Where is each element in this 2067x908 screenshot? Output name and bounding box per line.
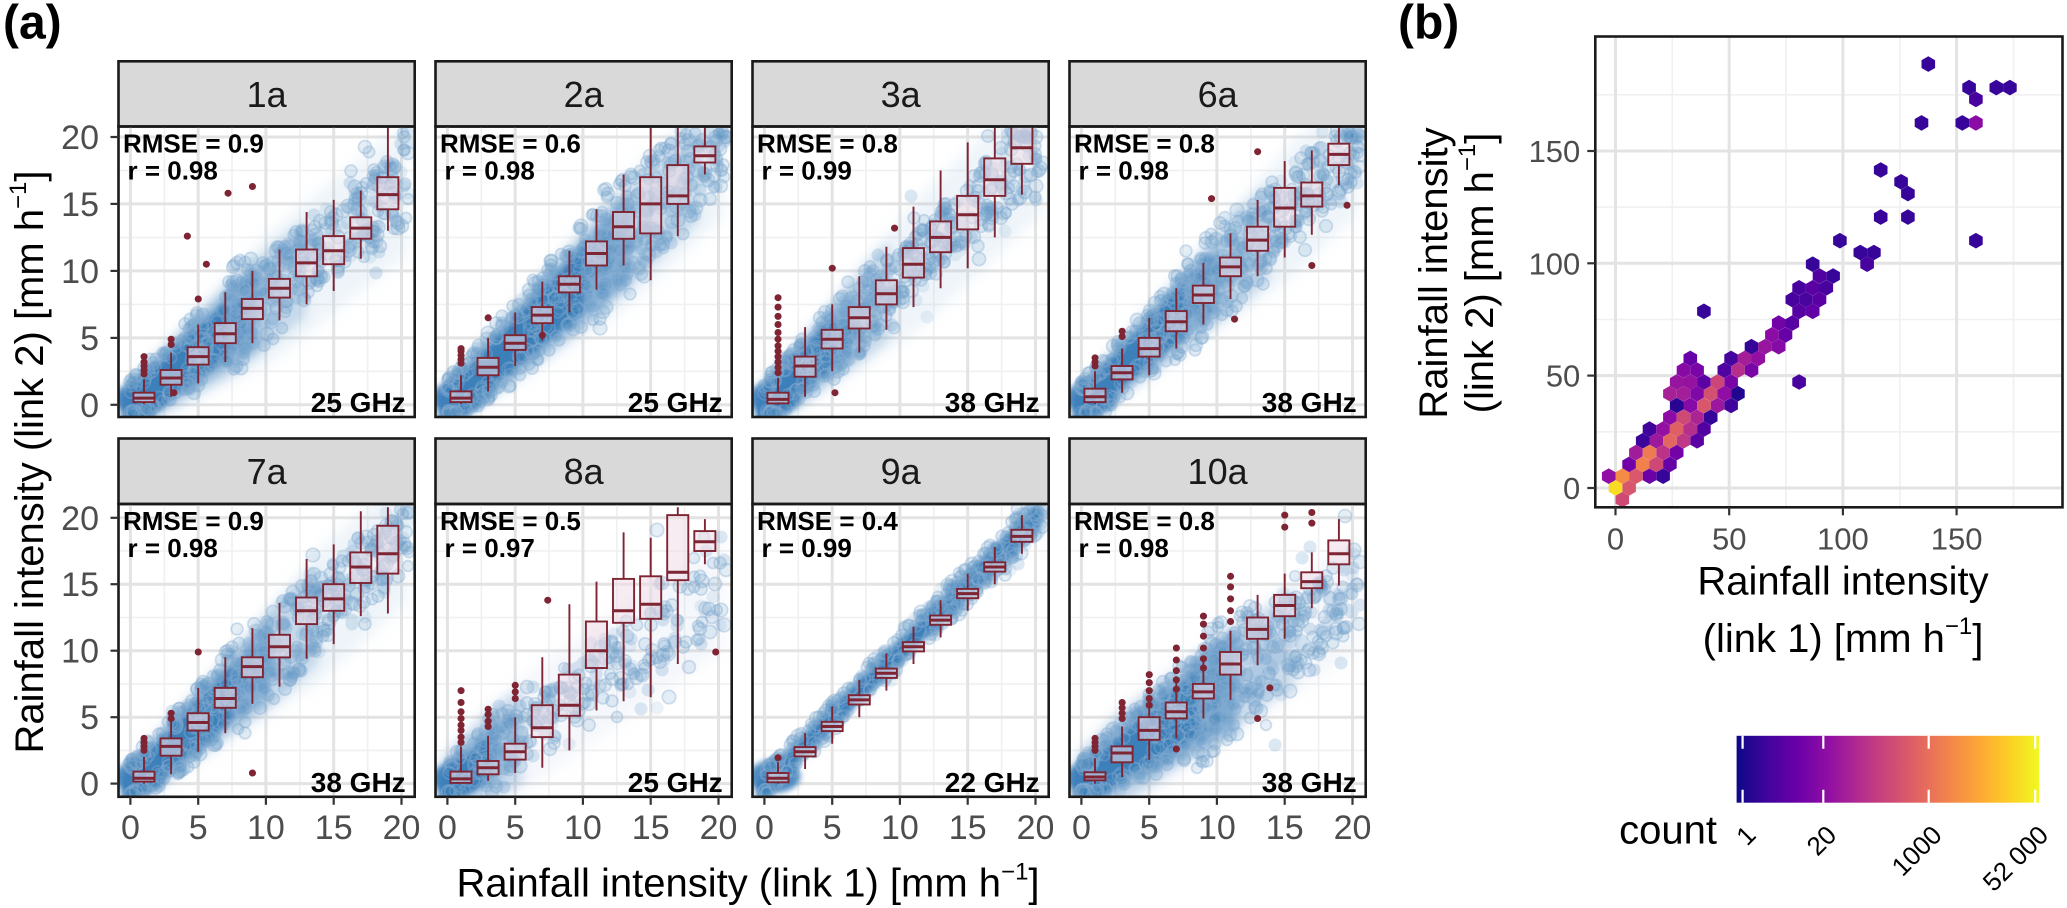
svg-text:Rainfall intensity (link 1) [m: Rainfall intensity (link 1) [mm h−1] <box>456 859 1039 906</box>
svg-text:RMSE = 0.5: RMSE = 0.5 <box>440 506 581 536</box>
svg-text:25 GHz: 25 GHz <box>311 387 406 418</box>
svg-text:100: 100 <box>1817 521 1869 556</box>
svg-text:RMSE = 0.8: RMSE = 0.8 <box>757 129 898 159</box>
svg-text:38 GHz: 38 GHz <box>311 767 406 798</box>
svg-text:10: 10 <box>1198 809 1236 847</box>
svg-text:RMSE = 0.9: RMSE = 0.9 <box>123 506 264 536</box>
svg-text:10: 10 <box>564 809 602 847</box>
svg-text:r = 0.98: r = 0.98 <box>445 156 535 186</box>
svg-text:(a): (a) <box>3 0 62 50</box>
svg-text:r = 0.97: r = 0.97 <box>445 533 535 563</box>
svg-text:5: 5 <box>506 809 525 847</box>
svg-text:Rainfall intensity: Rainfall intensity <box>1697 560 1988 604</box>
svg-text:0: 0 <box>80 766 99 804</box>
svg-text:15: 15 <box>1266 809 1304 847</box>
svg-text:25 GHz: 25 GHz <box>628 387 723 418</box>
svg-text:r = 0.99: r = 0.99 <box>762 533 852 563</box>
svg-text:10: 10 <box>61 633 99 671</box>
svg-text:10a: 10a <box>1188 451 1249 492</box>
svg-text:r = 0.98: r = 0.98 <box>128 156 218 186</box>
svg-text:RMSE = 0.4: RMSE = 0.4 <box>757 506 898 536</box>
svg-text:20: 20 <box>61 119 99 157</box>
svg-text:0: 0 <box>1563 471 1580 506</box>
svg-text:50: 50 <box>1546 359 1580 394</box>
svg-text:r = 0.98: r = 0.98 <box>1079 533 1169 563</box>
svg-text:5: 5 <box>189 809 208 847</box>
svg-text:10: 10 <box>61 253 99 291</box>
svg-text:10: 10 <box>881 809 919 847</box>
svg-text:20: 20 <box>700 809 738 847</box>
svg-text:0: 0 <box>80 387 99 425</box>
svg-text:20: 20 <box>1017 809 1055 847</box>
svg-text:150: 150 <box>1529 134 1581 169</box>
svg-text:Rainfall intensity: Rainfall intensity <box>1412 127 1456 418</box>
svg-text:15: 15 <box>315 809 353 847</box>
svg-text:38 GHz: 38 GHz <box>1262 767 1357 798</box>
svg-text:9a: 9a <box>881 451 922 492</box>
svg-text:0: 0 <box>121 809 140 847</box>
svg-text:20: 20 <box>383 809 421 847</box>
svg-text:100: 100 <box>1529 246 1581 281</box>
svg-text:5: 5 <box>80 699 99 737</box>
svg-text:20: 20 <box>1334 809 1372 847</box>
svg-text:(link 1) [mm h−1]: (link 1) [mm h−1] <box>1703 613 1984 661</box>
svg-text:5: 5 <box>823 809 842 847</box>
svg-text:6a: 6a <box>1198 74 1239 115</box>
svg-text:8a: 8a <box>564 451 605 492</box>
svg-text:0: 0 <box>755 809 774 847</box>
svg-text:r = 0.98: r = 0.98 <box>1079 156 1169 186</box>
svg-text:(b): (b) <box>1398 0 1459 50</box>
svg-text:Rainfall intensity (link 2) [m: Rainfall intensity (link 2) [mm h−1] <box>5 170 52 753</box>
svg-text:5: 5 <box>1140 809 1159 847</box>
svg-text:RMSE = 0.8: RMSE = 0.8 <box>1074 129 1215 159</box>
svg-text:0: 0 <box>1607 521 1624 556</box>
svg-text:38 GHz: 38 GHz <box>1262 387 1357 418</box>
svg-text:1a: 1a <box>247 74 288 115</box>
svg-text:5: 5 <box>80 320 99 358</box>
svg-text:15: 15 <box>61 186 99 224</box>
svg-text:15: 15 <box>632 809 670 847</box>
svg-text:0: 0 <box>438 809 457 847</box>
svg-text:(link 2) [mm h−1]: (link 2) [mm h−1] <box>1454 133 1502 414</box>
svg-text:RMSE = 0.8: RMSE = 0.8 <box>1074 506 1215 536</box>
svg-text:15: 15 <box>61 566 99 604</box>
svg-text:10: 10 <box>247 809 285 847</box>
svg-text:RMSE = 0.6: RMSE = 0.6 <box>440 129 581 159</box>
svg-text:RMSE = 0.9: RMSE = 0.9 <box>123 129 264 159</box>
svg-text:7a: 7a <box>247 451 288 492</box>
svg-text:3a: 3a <box>881 74 922 115</box>
svg-text:r = 0.99: r = 0.99 <box>762 156 852 186</box>
svg-text:22 GHz: 22 GHz <box>945 767 1040 798</box>
svg-text:0: 0 <box>1072 809 1091 847</box>
svg-text:150: 150 <box>1931 521 1983 556</box>
svg-text:50: 50 <box>1712 521 1746 556</box>
svg-text:20: 20 <box>61 500 99 538</box>
svg-text:2a: 2a <box>564 74 605 115</box>
svg-text:count: count <box>1619 809 1717 853</box>
svg-text:r = 0.98: r = 0.98 <box>128 533 218 563</box>
svg-text:15: 15 <box>949 809 987 847</box>
svg-text:38 GHz: 38 GHz <box>945 387 1040 418</box>
svg-text:25 GHz: 25 GHz <box>628 767 723 798</box>
